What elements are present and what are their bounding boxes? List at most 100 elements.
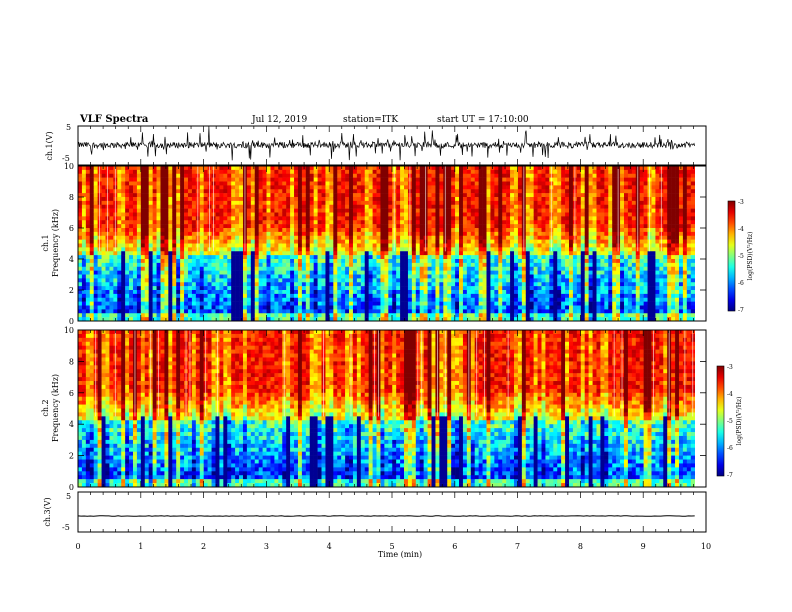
- spectrogram-cell: [545, 166, 550, 171]
- spectrogram-cell: [431, 305, 436, 310]
- spectrogram-cell: [187, 270, 193, 275]
- spectrogram-cell: [317, 255, 322, 260]
- spectrogram-cell: [117, 309, 122, 314]
- spectrogram-cell: [443, 251, 448, 256]
- spectrogram-cell: [333, 228, 338, 233]
- spectrogram-cell: [356, 181, 362, 186]
- spectrogram-cell: [541, 282, 546, 287]
- spectrogram-cell: [176, 262, 181, 268]
- spectrogram-cell: [231, 169, 236, 175]
- spectrogram-cell: [466, 189, 472, 194]
- spectrogram-cell: [431, 208, 436, 213]
- spectrogram-cell: [160, 228, 165, 233]
- spectrogram-cell: [447, 216, 452, 221]
- spectrogram-cell: [525, 197, 531, 202]
- spectrogram-cell: [459, 301, 464, 306]
- spectrogram-cell: [435, 216, 440, 221]
- spectrogram-cell: [341, 243, 346, 248]
- spectrogram-cell: [144, 278, 150, 283]
- spectrogram-cell: [199, 216, 204, 221]
- spectrogram-cell: [136, 177, 142, 182]
- spectrogram-cell: [541, 220, 546, 225]
- spectrogram-cell: [482, 185, 487, 190]
- spectrogram-cell: [97, 309, 102, 314]
- spectrogram-cell: [266, 204, 271, 209]
- spectrogram-cell: [502, 169, 507, 175]
- spectrogram-cell: [431, 169, 436, 175]
- spectrogram-cell: [474, 166, 479, 171]
- spectrogram-cell: [239, 189, 244, 194]
- spectrogram-cell: [341, 228, 346, 233]
- spectrogram-cell: [541, 259, 546, 264]
- spectrogram-cell: [164, 266, 169, 271]
- spectrogram-cell: [270, 255, 275, 260]
- spectrogram-cell: [180, 270, 185, 275]
- spectrogram-cell: [553, 185, 558, 190]
- spectrogram-cell: [360, 278, 366, 283]
- spectrogram-cell: [144, 305, 150, 310]
- spectrogram-cell: [156, 309, 161, 314]
- spectrogram-cell: [474, 204, 479, 209]
- spectrogram-cell: [510, 197, 515, 202]
- spectrogram-cell: [144, 212, 150, 217]
- spectrogram-cell: [278, 173, 283, 178]
- spectrogram-cell: [125, 166, 130, 171]
- spectrogram-cell: [541, 235, 546, 240]
- spectrogram-cell: [109, 255, 114, 260]
- spectrogram-cell: [242, 301, 248, 306]
- spectrogram-cell: [537, 200, 542, 206]
- spectrogram-cell: [478, 228, 483, 233]
- spectrogram-cell: [404, 204, 409, 209]
- spectrogram-cell: [360, 228, 366, 233]
- spectrogram-cell: [325, 228, 330, 233]
- spectrogram-cell: [242, 313, 248, 318]
- spectrogram-cell: [517, 231, 523, 237]
- spectrogram-cell: [431, 166, 436, 171]
- spectrogram-cell: [451, 200, 456, 206]
- spectrogram-cell: [525, 220, 531, 225]
- spectrogram-cell: [423, 297, 428, 302]
- spectrogram-cell: [78, 200, 83, 206]
- spectrogram-cell: [541, 274, 546, 279]
- spectrogram-cell: [85, 293, 91, 299]
- spectrogram-cell: [266, 208, 271, 213]
- spectrogram-cell: [364, 301, 369, 306]
- spectrogram-cell: [510, 181, 515, 186]
- spectrogram-cell: [333, 243, 338, 248]
- spectrogram-cell: [136, 255, 142, 260]
- spectrogram-cell: [290, 266, 295, 271]
- spectrogram-cell: [136, 313, 142, 318]
- spectrogram-cell: [301, 231, 307, 237]
- spectrogram-cell: [466, 255, 472, 260]
- spectrogram-cell: [517, 228, 523, 233]
- spectrogram-cell: [360, 290, 366, 295]
- spectrogram-cell: [380, 255, 385, 260]
- spectrogram-cell: [349, 235, 354, 240]
- spectrogram-cell: [333, 169, 338, 175]
- spectrogram-cell: [93, 189, 98, 194]
- spectrogram-cell: [368, 262, 373, 268]
- spectrogram-cell: [517, 286, 523, 291]
- spectrogram-cell: [545, 309, 550, 314]
- spectrogram-cell: [341, 297, 346, 302]
- spectrogram-cell: [482, 169, 487, 175]
- spectrogram-cell: [101, 231, 106, 237]
- spectrogram-cell: [317, 313, 322, 318]
- spectrogram-cell: [341, 220, 346, 225]
- spectrogram-cell: [191, 235, 197, 240]
- spectrogram-cell: [368, 228, 373, 233]
- spectrogram-cell: [317, 220, 322, 225]
- spectrogram-cell: [419, 224, 424, 229]
- spectrogram-cell: [502, 204, 507, 209]
- spectrogram-cell: [427, 200, 432, 206]
- spectrogram-cell: [270, 169, 275, 175]
- spectrogram-cell: [294, 169, 299, 175]
- spectrogram-cell: [435, 251, 440, 256]
- spectrogram-cell: [274, 193, 279, 198]
- spectrogram-cell: [549, 317, 554, 322]
- spectrogram-cell: [447, 301, 452, 306]
- spectrogram-cell: [380, 286, 385, 291]
- spectrogram-cell: [89, 259, 95, 264]
- spectrogram-cell: [388, 262, 393, 268]
- spectrogram-cell: [305, 208, 311, 213]
